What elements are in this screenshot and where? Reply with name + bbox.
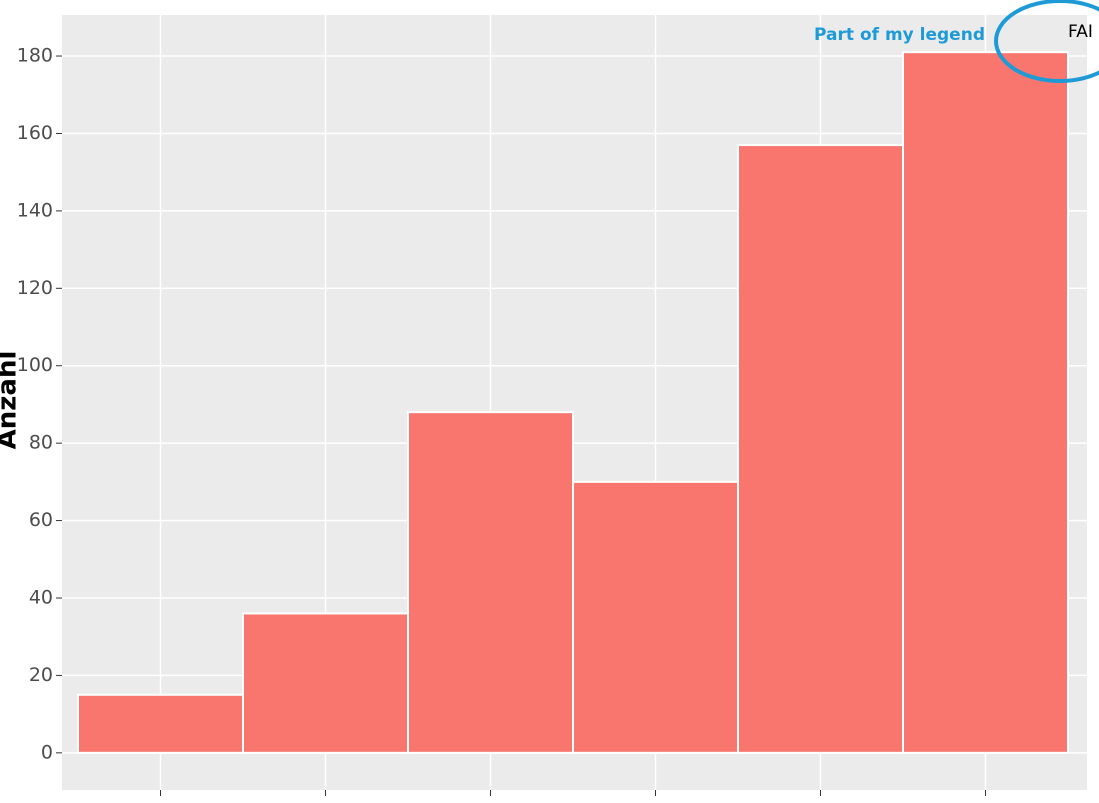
y-tick-label: 20 (29, 664, 53, 686)
bar (737, 144, 904, 754)
y-axis-title: Anzahl (0, 351, 23, 450)
annotation: Part of my legend (814, 25, 985, 45)
legend-label: FAI (1068, 22, 1093, 42)
bar (407, 411, 574, 754)
bar (572, 480, 739, 754)
y-tick-label: 180 (17, 45, 53, 67)
bars (77, 51, 1069, 754)
y-tick-label: 0 (41, 741, 53, 763)
highlight-ellipse (994, 0, 1099, 83)
y-tick-label: 140 (17, 199, 53, 221)
bar (902, 51, 1069, 754)
y-tick-label: 120 (17, 277, 53, 299)
y-tick-label: 40 (29, 586, 53, 608)
bar (77, 693, 244, 754)
y-tick-label: 100 (17, 354, 53, 376)
bar (242, 612, 409, 754)
y-tick-label: 60 (29, 509, 53, 531)
y-tick-label: 80 (29, 432, 53, 454)
y-tick-label: 160 (17, 122, 53, 144)
